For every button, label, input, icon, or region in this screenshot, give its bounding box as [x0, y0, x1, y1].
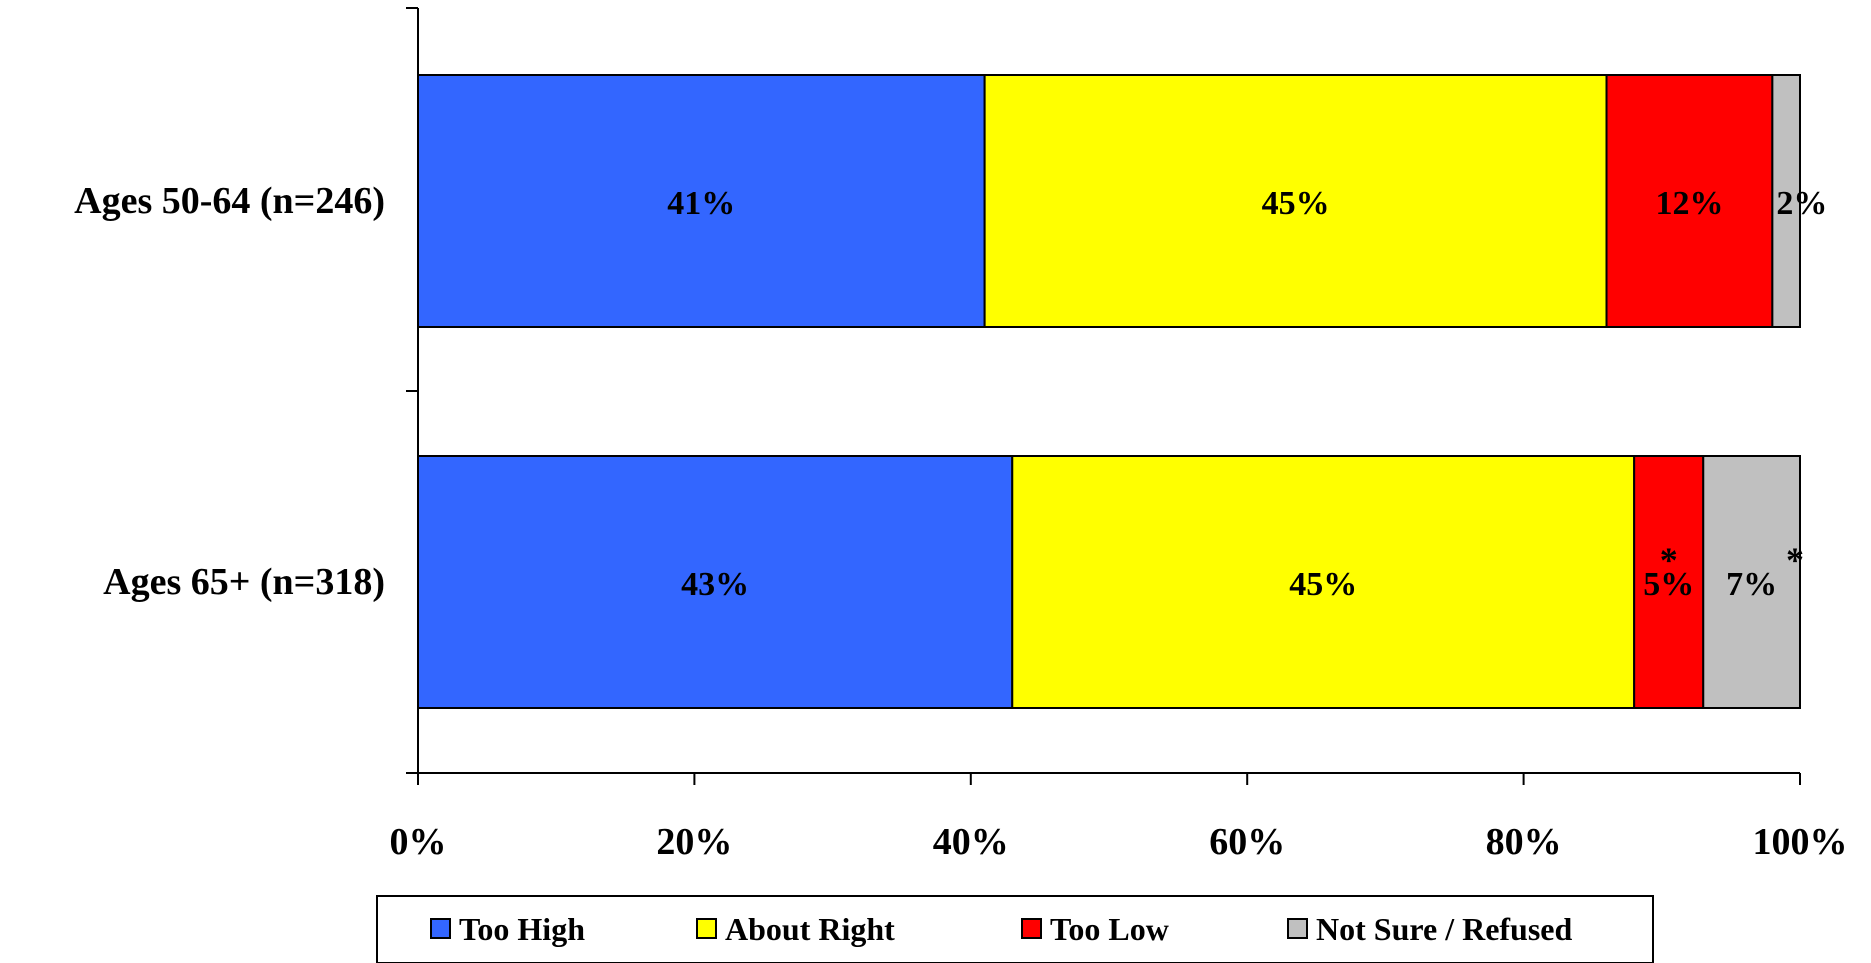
bar-not-sure-refused [1771, 74, 1801, 328]
data-label: 45% [1262, 185, 1330, 222]
legend-label-not-sure-refused: Not Sure / Refused [1316, 911, 1573, 947]
legend-swatch-too-low [1021, 918, 1042, 939]
y-axis-labels: Ages 50-64 (n=246) Ages 65+ (n=318) [74, 180, 385, 603]
data-label: 43% [681, 566, 749, 603]
x-tick-label: 0% [390, 821, 447, 863]
x-tick-label: 80% [1486, 821, 1562, 863]
x-tick-label: 60% [1209, 821, 1285, 863]
data-label: 7% [1726, 566, 1777, 603]
bar-too-high [417, 74, 986, 328]
data-label: 41% [667, 185, 735, 222]
legend-swatch-not-sure-refused [1287, 918, 1308, 939]
x-axis-tick-labels: 0% 20% 40% 60% 80% 100% [390, 821, 1848, 863]
data-label: 45% [1289, 566, 1357, 603]
x-tick-label: 20% [656, 821, 732, 863]
legend-label-too-high: Too High [459, 911, 585, 947]
annotation-asterisk: * [1660, 540, 1678, 580]
legend-box [376, 895, 1654, 963]
bar-not-sure-refused [1702, 455, 1802, 709]
data-label: 5% [1643, 566, 1694, 603]
category-label: Ages 50-64 (n=246) [74, 180, 385, 222]
bar-too-low [1633, 455, 1705, 709]
category-label: Ages 65+ (n=318) [103, 561, 385, 603]
data-label: 12% [1655, 185, 1723, 222]
annotation-asterisk: * [1786, 540, 1804, 580]
y-axis [406, 7, 419, 774]
legend-swatch-too-high [430, 918, 451, 939]
x-tick-label: 40% [933, 821, 1009, 863]
legend-label-about-right: About Right [725, 911, 895, 947]
x-tick-label: 100% [1753, 821, 1848, 863]
bar-too-low [1605, 74, 1774, 328]
x-axis [417, 772, 1801, 785]
legend-label-too-low: Too Low [1050, 911, 1169, 947]
bar-too-high [417, 455, 1014, 709]
bars-group: 41% 45% 12% 2%43% 45% 5% 7%* * [417, 74, 1827, 709]
legend-swatch-about-right [696, 918, 717, 939]
legend: Too High About Right Too Low Not Sure / Ref… [376, 895, 1654, 963]
bar-about-right [1011, 455, 1636, 709]
bar-about-right [983, 74, 1608, 328]
data-label: 2% [1776, 185, 1827, 222]
